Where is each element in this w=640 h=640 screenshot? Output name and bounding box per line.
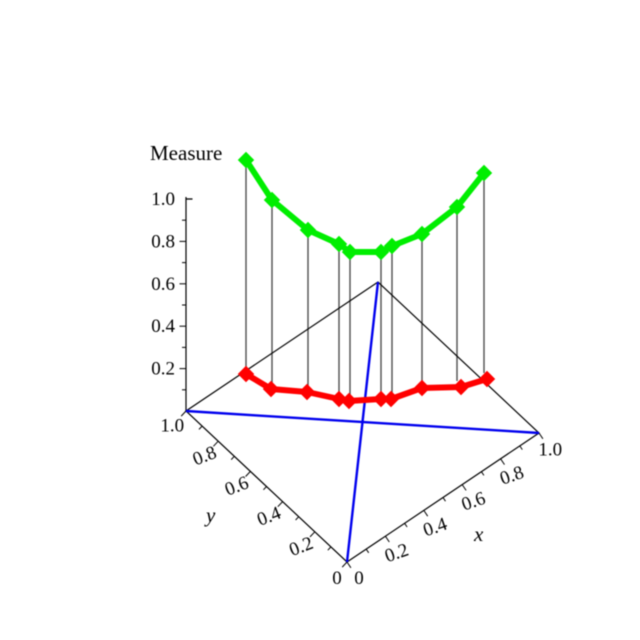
svg-text:1.0: 1.0: [538, 440, 562, 461]
svg-text:1.0: 1.0: [160, 416, 184, 437]
svg-text:Measure: Measure: [150, 141, 222, 165]
svg-text:0.8: 0.8: [151, 231, 175, 252]
svg-text:0.6: 0.6: [151, 274, 175, 295]
svg-text:0: 0: [354, 568, 364, 589]
svg-text:0.2: 0.2: [151, 359, 175, 380]
svg-text:x: x: [473, 522, 484, 546]
svg-text:1.0: 1.0: [151, 189, 175, 210]
svg-text:0.4: 0.4: [151, 316, 175, 337]
svg-text:0: 0: [332, 568, 342, 589]
svg-text:y: y: [204, 503, 216, 527]
